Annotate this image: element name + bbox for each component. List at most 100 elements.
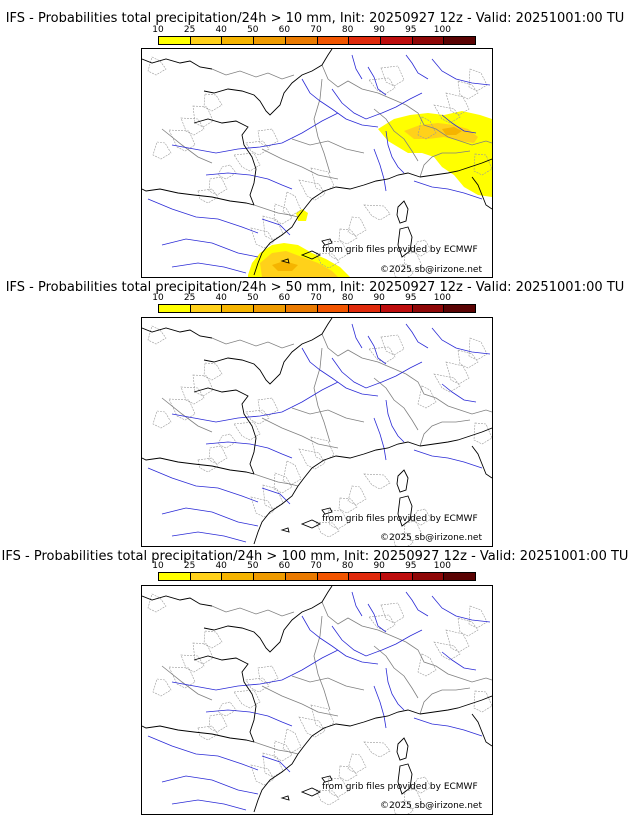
- coastline: [193, 387, 257, 475]
- admin-boundary: [473, 153, 492, 176]
- river: [171, 649, 339, 691]
- colorbar-tick-label: 70: [310, 25, 322, 35]
- river: [431, 327, 491, 355]
- data-credit: from grib files provided by ECMWF: [322, 782, 478, 792]
- colorbar-strip: [158, 572, 476, 581]
- admin-boundary: [445, 92, 470, 116]
- admin-boundary: [152, 678, 172, 697]
- island-outline: [321, 775, 333, 783]
- admin-boundary: [380, 334, 405, 356]
- country-border: [291, 675, 365, 691]
- colorbar-tick-label: 25: [183, 293, 196, 303]
- colorbar-swatch: [317, 573, 350, 580]
- colorbar-swatch: [412, 573, 445, 580]
- colorbar-tick-label: 40: [215, 561, 227, 571]
- colorbar-swatch: [159, 37, 191, 44]
- colorbar-swatch: [222, 305, 255, 312]
- colorbar-swatch: [190, 37, 223, 44]
- map-frame: [141, 317, 493, 547]
- river: [331, 357, 423, 389]
- admin-boundary: [168, 666, 196, 689]
- country-border: [405, 104, 492, 146]
- river: [205, 441, 293, 459]
- island-outline: [280, 795, 290, 801]
- admin-boundary: [473, 690, 492, 713]
- admin-boundary: [327, 240, 349, 261]
- river: [331, 88, 423, 120]
- map-frame: [141, 48, 493, 278]
- island-outline: [280, 258, 290, 264]
- colorbar-swatch: [254, 573, 286, 580]
- admin-boundary: [197, 725, 219, 741]
- admin-boundary: [203, 630, 223, 649]
- river: [331, 625, 423, 657]
- river: [351, 54, 363, 80]
- admin-boundary: [338, 765, 358, 782]
- country-border: [211, 337, 295, 349]
- river: [171, 262, 247, 274]
- island-outline: [397, 495, 413, 527]
- coastline: [471, 176, 492, 210]
- admin-boundary: [363, 473, 391, 490]
- admin-boundary: [147, 325, 167, 345]
- colorbar-swatch: [222, 37, 255, 44]
- country-border: [211, 605, 295, 617]
- river: [205, 709, 293, 727]
- admin-boundary: [468, 337, 488, 361]
- country-border: [321, 64, 407, 106]
- island-outline: [396, 469, 409, 493]
- admin-boundary: [445, 361, 470, 385]
- country-border: [373, 108, 419, 162]
- coastline: [193, 655, 257, 743]
- admin-boundary: [233, 152, 261, 172]
- coastline: [471, 713, 492, 747]
- admin-boundary: [203, 362, 223, 381]
- admin-boundary: [347, 753, 367, 774]
- admin-boundary: [338, 497, 358, 514]
- coastline: [297, 172, 421, 218]
- admin-boundary: [363, 204, 391, 221]
- admin-boundary: [262, 484, 284, 510]
- admin-boundary: [298, 716, 326, 738]
- panel-title: IFS - Probabilities total precipitation/…: [5, 11, 625, 26]
- admin-boundary: [457, 80, 479, 100]
- map-svg: [142, 318, 492, 546]
- colorbar-tick-label: 100: [433, 293, 451, 303]
- admin-boundary: [338, 228, 358, 245]
- precip-probability-area: [442, 127, 462, 135]
- admin-boundary: [152, 410, 172, 429]
- river: [301, 615, 379, 665]
- admin-boundary: [468, 68, 488, 92]
- admin-boundary: [245, 140, 270, 156]
- colorbar-swatch: [254, 305, 286, 312]
- colorbar-swatch: [412, 305, 445, 312]
- colorbar-strip: [158, 36, 476, 45]
- river: [373, 417, 387, 461]
- colorbar-tick-label: 60: [278, 25, 291, 35]
- admin-boundary: [282, 460, 302, 486]
- admin-boundary: [192, 105, 214, 128]
- admin-boundary: [347, 216, 367, 237]
- river: [301, 347, 379, 397]
- river: [147, 198, 259, 234]
- country-border: [161, 128, 213, 164]
- admin-boundary: [203, 93, 223, 112]
- copyright: ©2025 sb@irizone.net: [380, 801, 482, 811]
- colorbar-tick-label: 90: [373, 293, 385, 303]
- river: [171, 112, 339, 154]
- island-outline: [300, 787, 322, 797]
- admin-boundary: [368, 77, 396, 95]
- colorbar-tick-label: 50: [247, 25, 259, 35]
- island-outline: [280, 527, 290, 533]
- admin-boundary: [412, 239, 432, 257]
- admin-boundary: [192, 642, 214, 665]
- country-border: [419, 150, 471, 178]
- admin-boundary: [262, 215, 284, 241]
- river: [171, 381, 339, 423]
- country-border: [261, 148, 339, 180]
- colorbar-tick-label: 10: [152, 561, 164, 571]
- river: [441, 651, 477, 671]
- admin-boundary: [457, 349, 479, 369]
- country-border: [321, 601, 407, 643]
- colorbar-swatch: [159, 573, 191, 580]
